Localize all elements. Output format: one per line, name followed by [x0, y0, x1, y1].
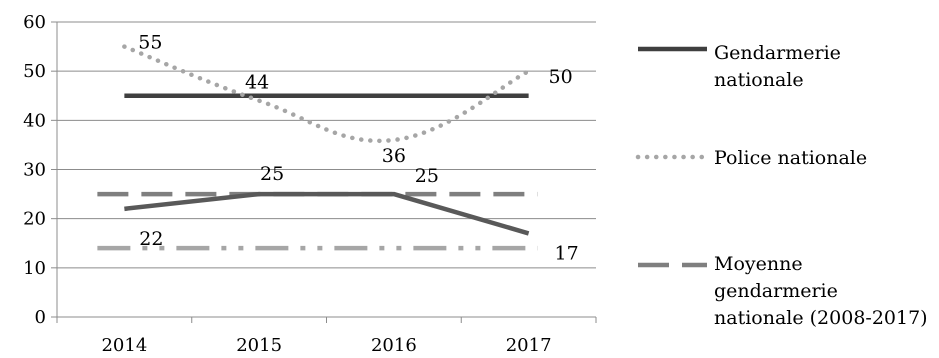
- x-tick-label: 2016: [371, 335, 417, 356]
- gridlines: [57, 21, 596, 269]
- legend-label: Gendarmerie: [714, 42, 841, 64]
- x-tick-label: 2017: [506, 335, 552, 356]
- y-tick-label: 10: [23, 258, 46, 279]
- legend-label: Police nationale: [714, 147, 867, 169]
- series-lines: [97, 44, 538, 251]
- x-tick-label: 2014: [101, 335, 147, 356]
- y-tick-label: 20: [23, 209, 46, 230]
- legend-label: gendarmerie: [714, 280, 838, 302]
- y-tick-label: 0: [35, 307, 46, 328]
- data-label-gendarmerie-trend: 25: [260, 163, 284, 185]
- data-label-police: 44: [245, 72, 269, 94]
- axes: 0 10 20 30 40 50 60 2014 2015 2016 2017: [23, 12, 597, 356]
- series-line-gendarmerie-trend: [124, 191, 530, 236]
- legend-label: Moyenne: [714, 253, 803, 275]
- x-tick-label: 2015: [236, 335, 282, 356]
- data-label-police: 50: [549, 66, 573, 88]
- legend-label: nationale: [714, 69, 804, 91]
- y-tick-label: 40: [23, 110, 46, 131]
- legend-label: nationale (2008-2017): [714, 307, 928, 329]
- y-tick-label: 30: [23, 160, 46, 181]
- y-tick-label: 50: [23, 61, 46, 82]
- data-label-police: 36: [382, 145, 406, 167]
- y-tick-label: 60: [23, 12, 46, 33]
- data-label-gendarmerie-trend: 17: [555, 242, 579, 264]
- data-label-gendarmerie-trend: 25: [415, 165, 439, 187]
- data-label-gendarmerie-trend: 22: [139, 228, 163, 250]
- data-labels: 55 44 36 50 22 25 25 17: [138, 32, 578, 265]
- series-line-police: [122, 44, 531, 144]
- data-label-police: 55: [138, 32, 162, 54]
- legend: Gendarmerie nationale Police nationale Moye…: [635, 42, 928, 329]
